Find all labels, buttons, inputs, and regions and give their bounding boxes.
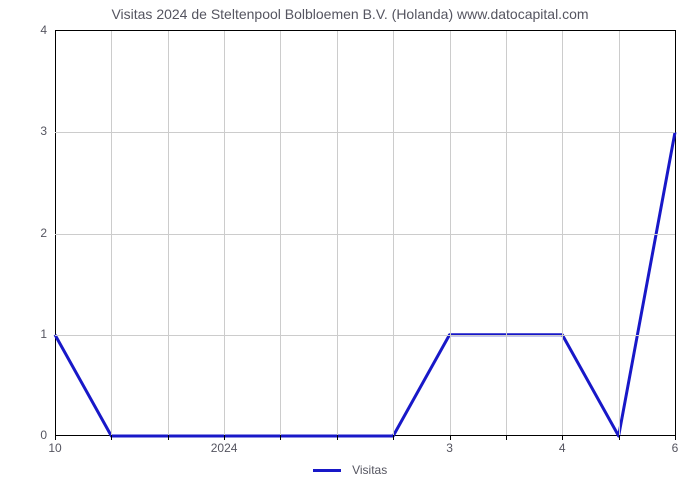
grid-horizontal	[55, 234, 675, 235]
x-tick-label: 4	[559, 441, 566, 455]
y-tick-label: 3	[17, 124, 47, 138]
x-tick-mark	[506, 435, 507, 440]
series-path	[55, 132, 675, 436]
y-tick-label: 2	[17, 226, 47, 240]
x-tick-mark	[224, 435, 225, 440]
x-tick-mark	[55, 435, 56, 440]
legend: Visitas	[0, 463, 700, 477]
x-tick-label: 6	[672, 441, 679, 455]
y-tick-label: 0	[17, 428, 47, 442]
y-tick-label: 1	[17, 327, 47, 341]
x-tick-mark	[562, 435, 563, 440]
legend-swatch	[313, 469, 341, 472]
x-tick-mark	[280, 435, 281, 440]
chart-title: Visitas 2024 de Steltenpool Bolbloemen B…	[0, 6, 700, 22]
legend-label: Visitas	[352, 463, 387, 477]
x-tick-label: 2024	[211, 441, 238, 455]
chart-container: Visitas 2024 de Steltenpool Bolbloemen B…	[0, 0, 700, 500]
grid-horizontal	[55, 132, 675, 133]
x-tick-mark	[168, 435, 169, 440]
x-tick-mark	[393, 435, 394, 440]
x-tick-mark	[619, 435, 620, 440]
plot-area	[55, 30, 676, 436]
y-tick-label: 4	[17, 23, 47, 37]
x-tick-mark	[675, 435, 676, 440]
x-tick-mark	[111, 435, 112, 440]
x-tick-mark	[450, 435, 451, 440]
x-tick-label: 3	[446, 441, 453, 455]
x-tick-label: 10	[48, 441, 61, 455]
grid-horizontal	[55, 335, 675, 336]
x-tick-mark	[337, 435, 338, 440]
